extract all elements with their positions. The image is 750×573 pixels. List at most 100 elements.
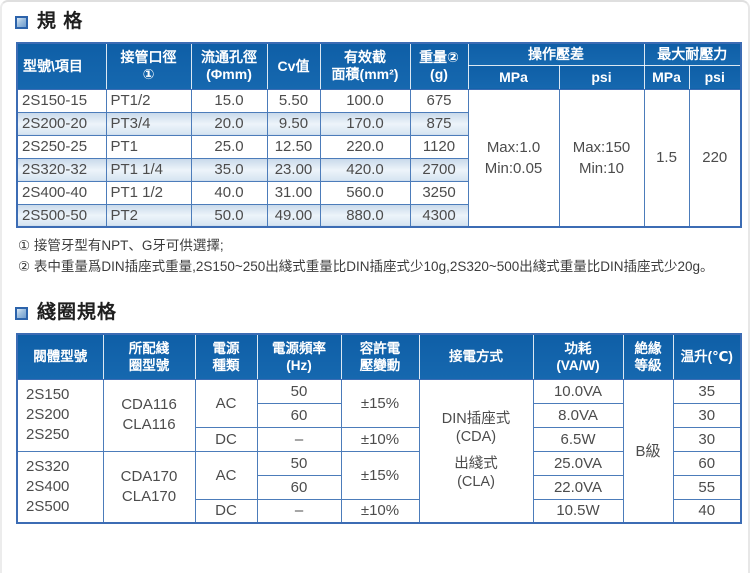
cell-model: 2S400-40 [16, 180, 107, 205]
cell-frequency: 60 [256, 474, 342, 500]
cell-consumption: 10.5W [532, 498, 624, 524]
cell-orifice: 25.0 [190, 134, 268, 159]
footnotes: ① 接管牙型有NPT、G牙可供選擇; ② 表中重量爲DIN插座式重量,2S150… [18, 235, 738, 277]
spec-header-row-2: MPa psi MPa psi [17, 64, 742, 90]
cell-voltage-tolerance: ±15% [340, 378, 420, 428]
header-consumption: 功耗 (VA/W) [532, 333, 624, 380]
table-row: 60 8.0VA 30 [17, 402, 742, 428]
section-bullet-icon [15, 306, 28, 320]
table-row: 2S250-25 PT1 25.0 12.50 220.0 1120 [16, 134, 741, 159]
footnote-2: ② 表中重量爲DIN插座式重量,2S150~250出綫式重量比DIN插座式少10… [18, 259, 714, 274]
cell-port: PT3/4 [105, 111, 192, 136]
cell-area: 170.0 [319, 111, 411, 136]
table-row: 60 22.0VA 55 [17, 474, 742, 500]
table-row: DC – ±10% 10.5W 40 [17, 498, 742, 524]
section-title-text: 綫圈規格 [37, 302, 118, 323]
cell-max-pressure-mpa: 1.5 [643, 88, 690, 228]
header-temp-rise: 温升(℃) [672, 333, 742, 380]
footnote-1: ① 接管牙型有NPT、G牙可供選擇; [18, 238, 224, 253]
header-max-mpa: MPa [643, 64, 690, 90]
cell-valve-models: 2S150 2S200 2S250 [16, 378, 104, 452]
cell-frequency: 50 [256, 378, 342, 404]
header-insulation: 絶緣 等級 [622, 333, 674, 380]
cell-power-type: DC [194, 426, 258, 452]
cell-temp-rise: 35 [672, 378, 742, 404]
cell-port: PT1/2 [105, 88, 192, 113]
cell-frequency: – [256, 426, 342, 452]
header-power-type: 電源 種類 [194, 333, 258, 380]
cell-voltage-tolerance: ±15% [340, 450, 420, 500]
section-title-text: 規 格 [37, 11, 84, 32]
header-effective-area: 有效截 面積(mm²) [319, 42, 411, 90]
table-row: DC – ±10% 6.5W 30 [17, 426, 742, 452]
cell-coil-models: CDA116 CLA116 [102, 378, 196, 452]
cell-voltage-tolerance: ±10% [340, 426, 420, 452]
header-cv: Cv值 [266, 42, 321, 90]
header-model: 型號\項目 [16, 42, 107, 90]
header-op-mpa: MPa [467, 64, 560, 90]
header-orifice: 流通孔徑 (Φmm) [190, 42, 268, 90]
cell-area: 880.0 [319, 203, 411, 228]
table-row: 2S150-15 PT1/2 15.0 5.50 100.0 675 Max:1… [16, 88, 742, 228]
coil-table: 閥體型號 所配綫 圈型號 電源 種類 電源頻率 (Hz) 容許電 壓變動 接電方… [16, 333, 742, 524]
cell-frequency: 50 [256, 450, 342, 476]
cell-coil-models: CDA170 CLA170 [102, 450, 196, 524]
cell-temp-rise: 30 [672, 426, 742, 452]
cell-cv: 49.00 [266, 203, 321, 228]
connection-lead-label: 出綫式 (CLA) [454, 456, 498, 491]
header-op-psi: psi [558, 64, 645, 90]
section-bullet-icon [15, 15, 28, 29]
cell-weight: 675 [409, 88, 469, 113]
cell-cv: 23.00 [266, 157, 321, 182]
cell-weight: 4300 [409, 203, 469, 228]
cell-weight: 875 [409, 111, 469, 136]
cell-consumption: 10.0VA [532, 378, 624, 404]
table-row: 2S150 2S200 2S250 CDA116 CLA116 AC 50 ±1… [16, 378, 742, 524]
coil-header-row: 閥體型號 所配綫 圈型號 電源 種類 電源頻率 (Hz) 容許電 壓變動 接電方… [16, 333, 742, 380]
cell-consumption: 22.0VA [532, 474, 624, 500]
spec-table: 型號\項目 接管口徑 ① 流通孔徑 (Φmm) Cv值 有效截 面積(mm²) … [16, 42, 742, 228]
table-row: 2S320-32 PT1 1/4 35.0 23.00 420.0 2700 [16, 157, 741, 182]
cell-orifice: 40.0 [190, 180, 268, 205]
cell-cv: 12.50 [266, 134, 321, 159]
cell-orifice: 35.0 [190, 157, 268, 182]
cell-model: 2S150-15 [16, 88, 107, 113]
header-max-pressure: 最大耐壓力 [643, 42, 742, 66]
header-frequency: 電源頻率 (Hz) [256, 333, 342, 380]
cell-insulation: B級 [622, 378, 674, 524]
cell-op-diff-mpa: Max:1.0 Min:0.05 [467, 88, 560, 228]
cell-area: 100.0 [319, 88, 411, 113]
cell-model: 2S200-20 [16, 111, 107, 136]
header-operating-pressure-diff: 操作壓差 [467, 42, 645, 66]
cell-port: PT1 1/2 [105, 180, 192, 205]
cell-temp-rise: 60 [672, 450, 742, 476]
cell-frequency: 60 [256, 402, 342, 428]
spec-header-row-1: 型號\項目 接管口徑 ① 流通孔徑 (Φmm) Cv值 有效截 面積(mm²) … [16, 42, 742, 90]
cell-model: 2S500-50 [16, 203, 107, 228]
cell-consumption: 25.0VA [532, 450, 624, 476]
table-row: 2S320 2S400 2S500 CDA170 CLA170 AC 50 ±1… [16, 450, 742, 524]
cell-temp-rise: 40 [672, 498, 742, 524]
cell-voltage-tolerance: ±10% [340, 498, 420, 524]
cell-power-type: DC [194, 498, 258, 524]
cell-frequency: – [256, 498, 342, 524]
cell-weight: 3250 [409, 180, 469, 205]
cell-orifice: 50.0 [190, 203, 268, 228]
header-port-size: 接管口徑 ① [105, 42, 192, 90]
header-valve-model: 閥體型號 [16, 333, 104, 380]
cell-temp-rise: 30 [672, 402, 742, 428]
header-connection: 接電方式 [418, 333, 534, 380]
cell-power-type: AC [194, 378, 258, 428]
section-title-spec: 規 格 [15, 11, 748, 33]
table-row: 2S400-40 PT1 1/2 40.0 31.00 560.0 3250 [16, 180, 741, 205]
cell-cv: 9.50 [266, 111, 321, 136]
cell-cv: 31.00 [266, 180, 321, 205]
cell-weight: 1120 [409, 134, 469, 159]
cell-model: 2S320-32 [16, 157, 107, 182]
cell-consumption: 6.5W [532, 426, 624, 452]
cell-area: 220.0 [319, 134, 411, 159]
header-voltage-tolerance: 容許電 壓變動 [340, 333, 420, 380]
header-max-psi: psi [688, 64, 742, 90]
cell-connection: DIN插座式 (CDA) 出綫式 (CLA) [418, 378, 534, 524]
cell-model: 2S250-25 [16, 134, 107, 159]
